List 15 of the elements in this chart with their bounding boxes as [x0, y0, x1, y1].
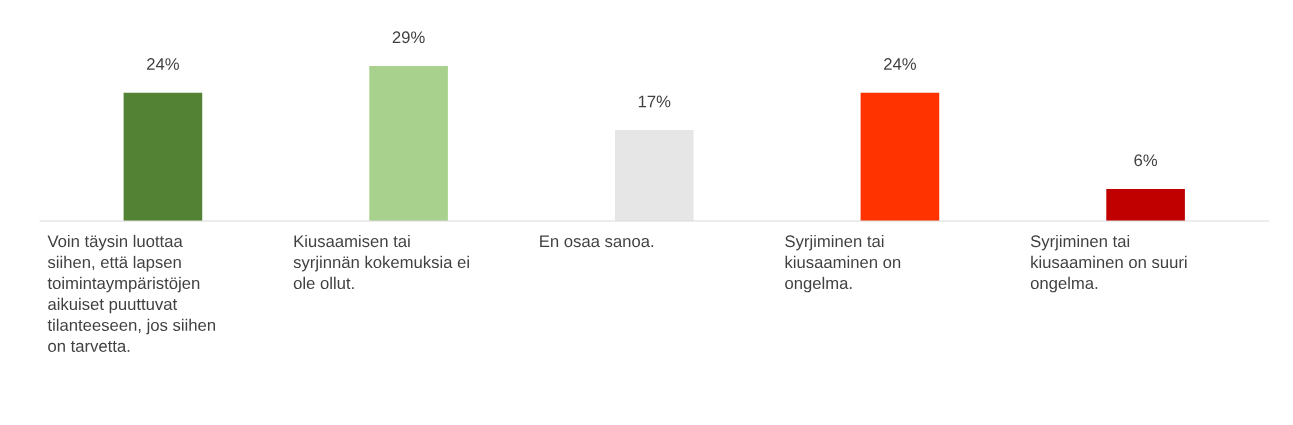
- bar: [1106, 188, 1185, 221]
- x-tick-label: Kiusaamisen tai syrjinnän kokemuksia ei ole ollut.: [293, 234, 469, 290]
- data-label: 29%: [392, 31, 425, 44]
- x-tick-label: En osaa sanoa.: [540, 235, 654, 248]
- data-label: 24%: [884, 58, 917, 70]
- bar: [123, 92, 203, 221]
- bar: [369, 65, 448, 221]
- x-tick-label: Voin täysin luottaa siihen, että lapsen toimintaympäristöjen aikuiset puuttuvat tilanteeseen, jos siihen on tarvetta.: [47, 234, 215, 352]
- data-label: 24%: [147, 58, 179, 70]
- x-tick-label: Syrjiminen tai kiusaaminen on suuri ongelma.: [1030, 234, 1187, 293]
- bar: [860, 92, 940, 221]
- x-tick-label: Syrjiminen tai kiusaaminen on ongelma.: [785, 234, 901, 293]
- data-label: 17%: [638, 95, 671, 108]
- data-label: 6%: [1134, 154, 1158, 167]
- bar: [614, 130, 694, 221]
